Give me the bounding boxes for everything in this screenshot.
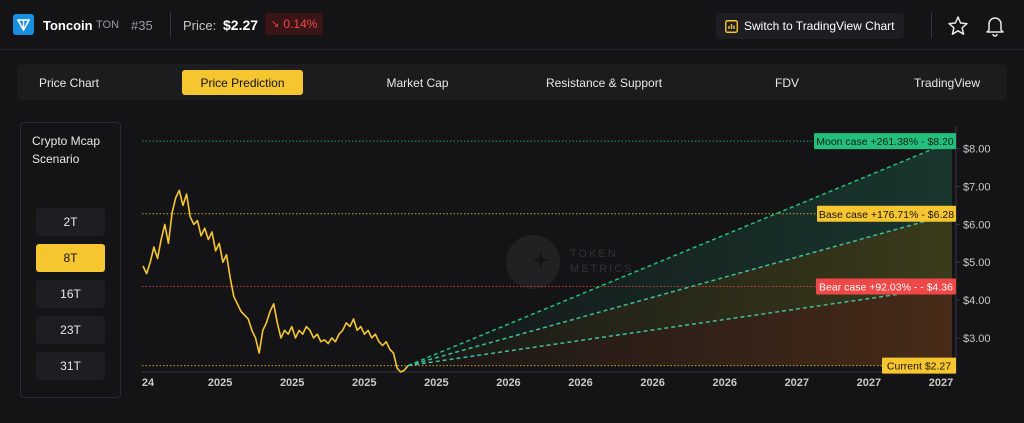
scenario-2t-button[interactable]: 2T [36,208,105,236]
tab-market-cap[interactable]: Market Cap [386,75,449,90]
projection-area [408,286,952,366]
tab-fdv[interactable]: FDV [775,75,799,90]
coin-symbol: TON [96,19,120,31]
scenario-31t-button[interactable]: 31T [36,352,105,380]
x-tick-label: 2027 [929,377,953,389]
watermark-star-icon [533,252,549,268]
scenario-23t-button[interactable]: 23T [36,316,105,344]
scenario-title: Crypto Mcap Scenario [32,134,101,166]
x-tick-label: 2025 [208,377,232,389]
scenario-16t-button[interactable]: 16T [36,280,105,308]
projection-line [407,213,953,367]
scenario-label: Moon case +261.38% - $8.20 [816,136,954,148]
x-tick-label: 2027 [785,377,809,389]
switch-tradingview-button[interactable]: Switch to TradingView Chart [716,13,904,39]
scenario-label: Base case +176.71% - $6.28 [819,209,954,221]
tab-resistance-support[interactable]: Resistance & Support [545,75,663,90]
price-line [142,189,409,373]
tab-tradingview[interactable]: TradingView [913,75,981,90]
token-metrics-watermark: TOKEN METRICS [506,235,634,289]
scenario-label: Bear case +92.03% - - $4.36 [819,281,953,293]
tab-price-chart[interactable]: Price Chart [38,75,100,90]
y-tick-label: $4.00 [963,295,991,307]
x-tick-label: 2026 [640,377,664,389]
chart-icon [725,19,738,33]
x-tick-label: 2026 [496,377,520,389]
top-bar: Toncoin TON #35 Price: $2.27 ↘ 0.14% Swi… [0,0,1024,50]
x-tick-label: 2027 [857,377,881,389]
scenario-panel: Crypto Mcap Scenario 2T 8T 16T 23T 31T [20,122,121,398]
scenario-8t-button[interactable]: 8T [36,244,105,272]
y-tick-label: $8.00 [963,144,991,156]
tab-price-prediction[interactable]: Price Prediction [182,70,303,95]
y-tick-label: $3.00 [963,333,991,345]
switch-tradingview-label: Switch to TradingView Chart [744,19,895,33]
price-value: $2.27 [223,17,259,33]
header-divider [170,12,171,38]
arrow-down-right-icon: ↘ [271,18,280,30]
watermark-logo-icon [506,235,560,289]
price-label: Price: [183,18,217,33]
x-tick-label: 2026 [712,377,736,389]
x-tick-label: 2025 [424,377,448,389]
chart-tabs: Price Chart Price Prediction Market Cap … [17,64,1007,100]
projection-line [407,285,953,367]
projection-line [407,140,953,367]
scenario-label-bg [817,205,956,222]
coin-name: Toncoin [43,18,93,33]
price-change-value: 0.14% [283,17,318,31]
scenario-label: Current $2.27 [887,361,951,373]
coin-rank: #35 [131,18,153,33]
watermark-text: TOKEN [570,248,618,260]
y-tick-label: $5.00 [963,257,991,269]
toncoin-logo-icon [13,14,34,35]
y-tick-label: $6.00 [963,219,991,231]
star-icon[interactable] [947,15,969,37]
x-tick-label: 24 [142,377,155,389]
watermark-text: METRICS [570,263,634,275]
scenario-label-bg [814,133,956,150]
scenario-label-bg [816,278,956,295]
price-change-badge: ↘ 0.14% [265,13,324,35]
x-tick-label: 2025 [280,377,304,389]
header-divider-right [931,12,932,38]
y-tick-label: $7.00 [963,182,991,194]
x-tick-label: 2025 [352,377,376,389]
scenario-label-bg [882,357,956,374]
bell-icon[interactable] [985,15,1005,37]
x-tick-label: 2026 [568,377,592,389]
